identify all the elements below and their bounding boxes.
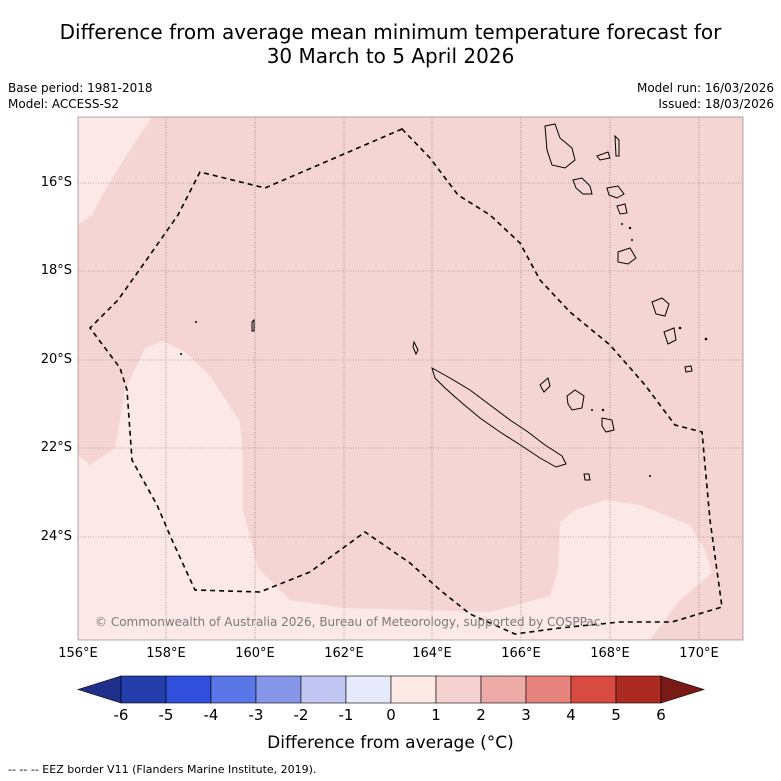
lon-label-162e: 162°E	[324, 646, 364, 661]
epi-island	[616, 203, 628, 215]
colorbar-tick: -4	[203, 706, 219, 724]
isle-of-pines-island	[583, 473, 591, 481]
lifou-island	[566, 389, 585, 411]
lat-label-20s: 20°S	[40, 352, 72, 367]
colorbar-bin	[480, 675, 527, 704]
colorbar-tick: 0	[386, 706, 396, 724]
colorbar	[76, 675, 706, 704]
chart-title-line1: Difference from average mean minimum tem…	[59, 20, 722, 44]
colorbar-bin	[570, 675, 617, 704]
colorbar-bin	[435, 675, 482, 704]
chart-title-line2: 30 March to 5 April 2026	[266, 44, 515, 68]
erromango-island	[651, 297, 670, 317]
ambae-island	[596, 151, 611, 161]
colorbar-tick: -5	[158, 706, 174, 724]
colorbar-arrow-high	[660, 675, 706, 704]
mare-island	[601, 417, 615, 433]
aneityum-island	[684, 365, 693, 373]
colorbar-tick: -6	[113, 706, 129, 724]
model-name: Model: ACCESS-S2	[8, 97, 120, 111]
copyright-notice: © Commonwealth of Australia 2026, Bureau…	[95, 615, 601, 629]
colorbar-bin	[345, 675, 392, 704]
colorbar-tick: 1	[431, 706, 441, 724]
map-frame	[77, 116, 744, 641]
issued-date: Issued: 18/03/2026	[658, 97, 774, 111]
pentecost-island	[614, 134, 620, 157]
light-band-northwest	[78, 117, 152, 225]
lat-label-22s: 22°S	[40, 440, 72, 455]
lon-label-164e: 164°E	[412, 646, 452, 661]
light-band-southwest	[78, 341, 712, 640]
base-period: Base period: 1981-2018	[8, 81, 153, 95]
colorbar-arrow-low	[76, 675, 122, 704]
colorbar-bin	[615, 675, 662, 704]
colorbar-bin	[300, 675, 347, 704]
colorbar-bin	[210, 675, 257, 704]
lat-label-24s: 24°S	[40, 529, 72, 544]
ambrym-island	[606, 185, 625, 199]
espiritu-santo-island	[544, 123, 576, 169]
ouvea-island	[539, 377, 551, 393]
lon-label-158e: 158°E	[146, 646, 186, 661]
belep-island	[412, 340, 419, 356]
graticule	[78, 117, 743, 640]
lon-label-168e: 168°E	[590, 646, 630, 661]
model-run: Model run: 16/03/2026	[636, 81, 774, 95]
colorbar-tick: -3	[248, 706, 264, 724]
lat-label-16s: 16°S	[40, 175, 72, 190]
colorbar-title: Difference from average (°C)	[267, 733, 514, 753]
colorbar-bin	[525, 675, 572, 704]
lon-label-166e: 166°E	[501, 646, 541, 661]
lon-label-160e: 160°E	[235, 646, 275, 661]
colorbar-tick: 2	[476, 706, 486, 724]
tanna-island	[663, 327, 677, 345]
lon-label-156e: 156°E	[58, 646, 98, 661]
colorbar-tick: -1	[338, 706, 354, 724]
lat-label-18s: 18°S	[40, 263, 72, 278]
efate-island	[617, 247, 637, 265]
new-caledonia-island	[431, 366, 567, 468]
lon-label-170e: 170°E	[679, 646, 719, 661]
colorbar-tick: 4	[566, 706, 576, 724]
eez-border	[88, 128, 723, 635]
colorbar-tick: 6	[656, 706, 666, 724]
colorbar-bin	[255, 675, 302, 704]
small-islets	[180, 223, 708, 477]
chesterfield-island	[251, 318, 255, 332]
colorbar-tick: 5	[611, 706, 621, 724]
colorbar-bin	[120, 675, 167, 704]
islands	[251, 123, 693, 481]
eez-legend: -- -- -- EEZ border V11 (Flanders Marine…	[8, 763, 317, 776]
colorbar-bin	[390, 675, 437, 704]
colorbar-tick: 3	[521, 706, 531, 724]
malekula-island	[572, 177, 593, 195]
colorbar-tick: -2	[293, 706, 309, 724]
colorbar-bin	[165, 675, 212, 704]
